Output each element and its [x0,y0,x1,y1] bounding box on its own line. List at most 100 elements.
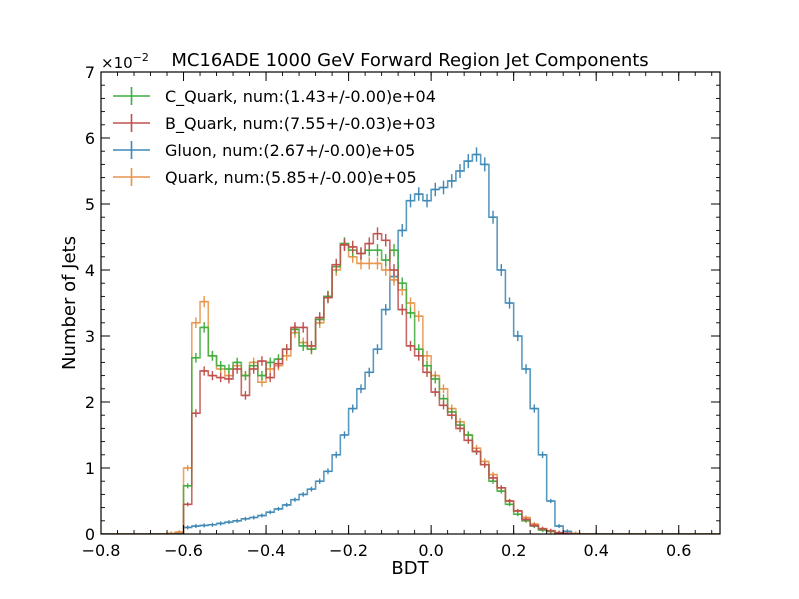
bin-mark-b-quark [291,322,299,333]
bin-mark-quark [365,257,373,270]
bin-mark-b-quark [456,424,464,433]
bin-mark-b-quark [365,237,373,250]
legend-entry-c-quark: C_Quark, num:(1.43+/-0.00)e+04 [113,87,436,107]
plot-frame [100,71,721,535]
bin-mark-gluon [233,518,241,523]
bin-mark-quark [390,274,398,286]
bin-mark-gluon [316,478,324,484]
legend: C_Quark, num:(1.43+/-0.00)e+04 B_Quark, n… [113,87,436,187]
bin-mark-b-quark [192,409,200,418]
bin-mark-b-quark [448,411,456,420]
bin-mark-b-quark [200,366,208,376]
bin-mark-b-quark [340,238,348,252]
bin-mark-gluon [217,521,225,526]
bin-mark-gluon [464,154,472,169]
bin-mark-gluon [266,510,274,515]
step-line-b-quark [101,232,720,534]
bin-mark-b-quark [373,227,381,241]
bin-mark-gluon [547,498,555,504]
step-line-quark [101,242,720,534]
bin-mark-b-quark [283,344,291,355]
legend-label: Quark, num:(5.85+/-0.00)e+05 [165,168,417,187]
bin-mark-c-quark [208,350,216,361]
bin-mark-gluon [415,187,423,201]
bin-mark-b-quark [415,350,423,361]
bin-mark-gluon [291,497,299,502]
x-axis-title: BDT [391,558,429,579]
bin-mark-gluon [184,525,192,530]
bin-mark-gluon [481,157,489,172]
x-tick-label: 0.0 [418,541,443,560]
bin-mark-gluon [530,404,538,413]
bin-mark-quark [184,465,192,471]
bin-mark-gluon [407,194,414,208]
y-tick-label: 3 [85,327,95,346]
bin-mark-b-quark [522,517,530,522]
bin-mark-gluon [274,506,282,511]
bin-mark-c-quark [241,370,249,381]
bin-mark-b-quark [382,234,390,247]
bin-mark-gluon [448,174,456,188]
bin-mark-b-quark [258,356,266,366]
bin-mark-c-quark [225,364,233,374]
series-gluon [101,147,720,534]
axis-ticks: −0.8 −0.6 −0.4 −0.2 0.0 0.2 0.4 0.6 0 1 2 3 4 5 6 7 [82,63,720,560]
bin-mark-b-quark [307,340,315,351]
y-offset-exponent: −2 [133,51,149,64]
bin-mark-quark [373,257,381,270]
bin-mark-b-quark [473,448,481,455]
bin-mark-c-quark [299,340,307,351]
x-tick-label: 0.4 [583,541,608,560]
bin-mark-gluon [200,523,208,528]
bin-mark-c-quark [184,483,192,489]
bin-mark-gluon [324,468,332,475]
bin-mark-c-quark [373,244,381,257]
series-c-quark [101,237,720,534]
bin-mark-gluon [514,330,522,342]
bin-mark-b-quark [316,312,324,323]
y-tick-label: 7 [85,63,95,82]
x-tick-label: −0.4 [247,541,286,560]
bin-mark-b-quark [299,322,307,333]
bin-mark-gluon [489,210,497,224]
bin-mark-b-quark [489,475,497,481]
bin-mark-b-quark [274,358,282,369]
bin-mark-b-quark [514,508,522,513]
bin-mark-quark [192,317,200,329]
bin-mark-quark [200,296,208,308]
bin-mark-gluon [473,147,481,162]
legend-entry-quark: Quark, num:(5.85+/-0.00)e+05 [113,168,417,187]
legend-entry-gluon: Gluon, num:(2.67+/-0.00)e+05 [113,141,415,160]
bin-mark-b-quark [464,436,472,444]
bin-mark-b-quark [530,523,538,528]
bin-mark-b-quark [390,264,398,276]
bin-mark-b-quark [481,461,489,468]
bin-mark-b-quark [225,374,233,384]
bin-mark-gluon [225,520,233,525]
y-tick-label: 6 [85,129,95,148]
y-tick-label: 4 [85,261,95,280]
bin-mark-c-quark [407,307,414,319]
y-tick-label: 0 [85,525,95,544]
bin-mark-b-quark [266,373,274,383]
bin-mark-gluon [349,404,357,413]
bin-mark-gluon [299,492,307,497]
plot-area [101,147,720,534]
bin-mark-b-quark [324,292,332,304]
bin-mark-b-quark [332,258,340,271]
bin-mark-c-quark [266,357,274,368]
bin-mark-b-quark [184,502,192,507]
bin-mark-gluon [365,367,373,377]
series-group [101,147,720,534]
bin-mark-b-quark [506,498,514,504]
bin-mark-b-quark [423,367,431,377]
bin-mark-gluon [431,182,439,197]
bin-mark-gluon [307,486,315,492]
x-tick-label: 0.6 [666,541,691,560]
bin-mark-gluon [340,431,348,439]
bin-mark-quark [423,350,431,361]
bin-mark-gluon [522,364,530,374]
bin-mark-gluon [258,513,266,518]
